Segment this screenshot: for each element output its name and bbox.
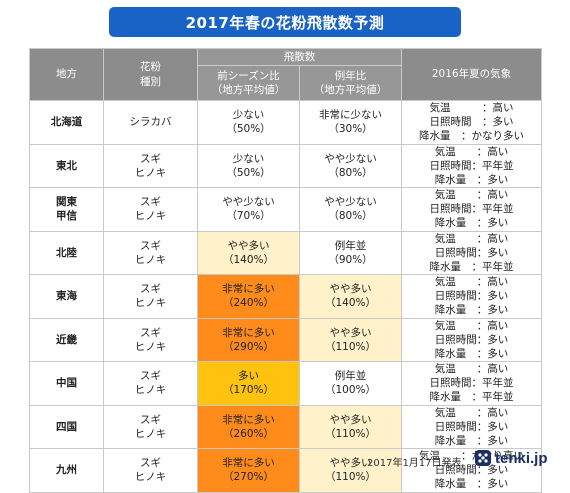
summer-weather-cell: 気温 ：高い 日照時間：平年並 降水量 ：多い <box>401 187 542 232</box>
pollen-type-cell: スギ ヒノキ <box>103 187 198 232</box>
normal-year-cell: 非常に少ない （30%） <box>299 100 402 145</box>
normal-year-cell: やや多い （110%） <box>299 404 402 450</box>
normal-year-cell: 例年並 （90%） <box>299 230 402 276</box>
header-normal-year: 例年比 （地方平均値） <box>299 65 402 101</box>
prev-season-cell: 非常に多い （290%） <box>197 317 300 363</box>
pollen-type-cell: スギ ヒノキ <box>103 274 198 319</box>
tenki-logo[interactable]: tenki.jp <box>474 449 548 467</box>
pollen-type-cell: スギ ヒノキ <box>103 404 198 450</box>
table-row: 東北 スギ ヒノキ 少ない （50%） やや少ない （80%） 気温 ：高い 日照時間：平年並… <box>29 143 542 189</box>
header-pollen-type: 花粉 種別 <box>103 48 198 101</box>
summer-weather-cell: 気温 ：高い 日照時間：多い 降水量 ：平年並 <box>401 230 542 276</box>
page-title: 2017年春の花粉飛散数予測 <box>109 7 461 37</box>
prev-season-cell: やや少ない （70%） <box>197 187 300 232</box>
table-row: 中国 スギ ヒノキ 多い （170%） 例年並 （100%） 気温 ：高い 日照時間：平年並降… <box>29 361 542 406</box>
prev-season-cell: 少ない （50%） <box>197 143 300 189</box>
table-row: 近畿 スギ ヒノキ 非常に多い （290%） やや多い （110%） 気温 ：高い 日照時間：… <box>29 317 542 363</box>
region-cell: 北陸 <box>29 230 104 276</box>
normal-year-cell: やや少ない （80%） <box>299 187 402 232</box>
region-cell: 東北 <box>29 143 104 189</box>
table-row: 四国 スギ ヒノキ 非常に多い （260%） やや多い （110%） 気温 ：高い 日照時間：… <box>29 404 542 450</box>
summer-weather-cell: 気温 ：高い 日照時間：平年並 降水量 ：平年並 <box>401 361 542 406</box>
summer-weather-cell: 気温 ：高い 日照時間 ：多い 降水量 ：かなり多い <box>401 100 542 145</box>
summer-weather-cell: 気温 ：高い 日照時間：多い 降水量 ：多い <box>401 404 542 450</box>
region-cell: 関東 甲信 <box>29 187 104 232</box>
prev-season-cell: 非常に多い （260%） <box>197 404 300 450</box>
header-prev-season: 前シーズン比 （地方平均値） <box>197 65 300 101</box>
region-cell: 北海道 <box>29 100 104 145</box>
pollen-type-cell: スギ ヒノキ <box>103 361 198 406</box>
header-dispersal: 飛散数 <box>197 48 402 66</box>
tenki-logo-icon <box>475 450 491 466</box>
pollen-type-cell: スギ ヒノキ <box>103 230 198 276</box>
region-cell: 九州 <box>29 448 104 493</box>
prev-season-cell: 非常に多い （270%） <box>197 448 300 493</box>
header-summer-weather: 2016年夏の気象 <box>401 48 542 101</box>
summer-weather-cell: 気温 ：高い 日照時間：多い 降水量 ：多い <box>401 317 542 363</box>
pollen-type-cell: スギ ヒノキ <box>103 317 198 363</box>
summer-weather-cell: 気温 ：高い 日照時間：多い 降水量 ：多い <box>401 274 542 319</box>
table-row: 東海 スギ ヒノキ 非常に多い （240%） やや多い （140%） 気温 ：高い 日照時間：… <box>29 274 542 319</box>
table-row: 北海道 シラカバ 少ない （50%） 非常に少ない （30%） 気温 ：高い 日照時間 ：多い… <box>29 100 542 145</box>
table-row: 九州 スギ ヒノキ 非常に多い （270%） やや多い （110%） 気温 ：かなり高い 日照… <box>29 448 542 493</box>
pollen-type-cell: シラカバ <box>103 100 198 145</box>
pollen-type-cell: スギ ヒノキ <box>103 143 198 189</box>
logo-text: tenki.jp <box>495 449 548 467</box>
table-row: 関東 甲信 スギ ヒノキ やや少ない （70%） やや少ない （80%） 気温 ：高い 日照時… <box>29 187 542 232</box>
prev-season-cell: 非常に多い （240%） <box>197 274 300 319</box>
pollen-type-cell: スギ ヒノキ <box>103 448 198 493</box>
normal-year-cell: やや少ない （80%） <box>299 143 402 189</box>
prev-season-cell: 少ない （50%） <box>197 100 300 145</box>
region-cell: 近畿 <box>29 317 104 363</box>
normal-year-cell: やや多い （110%） <box>299 317 402 363</box>
region-cell: 四国 <box>29 404 104 450</box>
summer-weather-cell: 気温 ：高い 日照時間：平年並 降水量 ：多い <box>401 143 542 189</box>
prev-season-cell: やや多い （140%） <box>197 230 300 276</box>
prev-season-cell: 多い （170%） <box>197 361 300 406</box>
pollen-forecast-table: 地方 花粉 種別 飛散数 2016年夏の気象 前シーズン比 （地方平均値） 例年… <box>29 48 542 493</box>
region-cell: 東海 <box>29 274 104 319</box>
normal-year-cell: 例年並 （100%） <box>299 361 402 406</box>
publish-date: 2017年1月17日発表 <box>367 458 462 469</box>
normal-year-cell: やや多い （140%） <box>299 274 402 319</box>
region-cell: 中国 <box>29 361 104 406</box>
header-region: 地方 <box>29 48 104 101</box>
table-row: 北陸 スギ ヒノキ やや多い （140%） 例年並 （90%） 気温 ：高い 日照時間：多い降… <box>29 230 542 276</box>
